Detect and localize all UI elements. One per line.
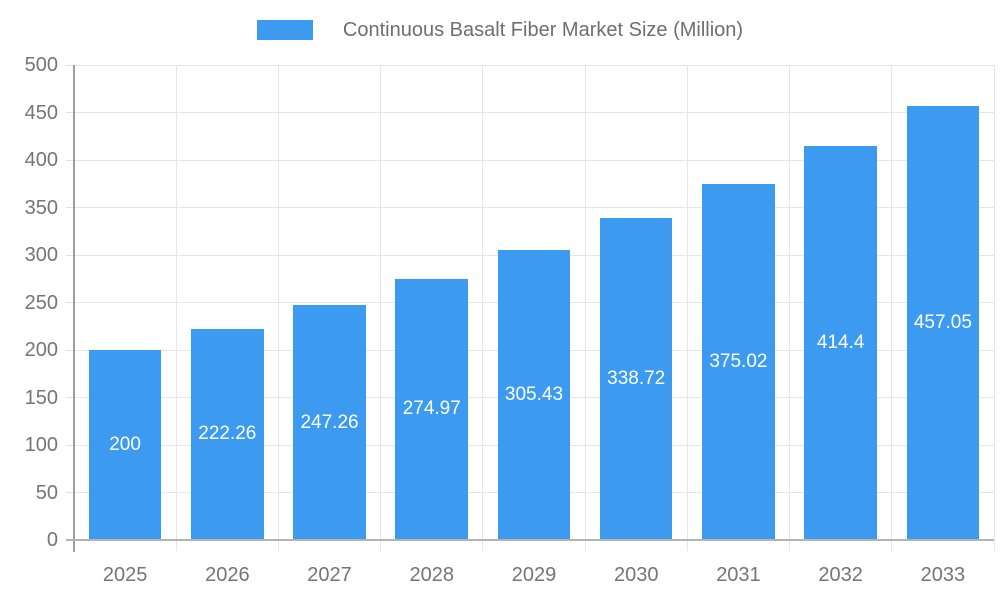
y-axis-tick bbox=[66, 64, 74, 66]
gridline-vertical bbox=[277, 65, 279, 551]
bar: 247.26 bbox=[293, 305, 366, 540]
legend-label: Continuous Basalt Fiber Market Size (Mil… bbox=[342, 19, 744, 41]
x-tick-label: 2030 bbox=[613, 564, 659, 586]
y-axis-tick bbox=[66, 112, 74, 113]
y-tick-label: 350 bbox=[24, 196, 58, 219]
y-tick-label: 400 bbox=[24, 149, 58, 171]
y-axis-tick bbox=[66, 254, 74, 256]
gridline-vertical bbox=[175, 65, 177, 551]
y-tick-label: 50 bbox=[35, 481, 58, 504]
bar-value-label: 305.43 bbox=[504, 383, 564, 405]
x-tick-label: 2029 bbox=[511, 564, 557, 586]
y-tick-label: 100 bbox=[24, 434, 58, 456]
y-tick-label: 450 bbox=[24, 101, 58, 124]
bar: 274.97 bbox=[395, 278, 469, 540]
bar-value-label: 414.4 bbox=[816, 332, 865, 354]
y-tick-label: 300 bbox=[24, 244, 58, 266]
gridline-horizontal bbox=[74, 159, 994, 161]
chart-legend[interactable]: Continuous Basalt Fiber Market Size (Mil… bbox=[0, 20, 1000, 40]
bar: 457.05 bbox=[906, 105, 980, 540]
gridline-horizontal bbox=[74, 112, 994, 113]
x-tick-label: 2028 bbox=[409, 564, 455, 586]
legend-swatch bbox=[256, 20, 313, 40]
y-tick-label: 200 bbox=[24, 339, 58, 361]
y-axis-tick bbox=[66, 397, 74, 398]
gridline-vertical bbox=[584, 65, 586, 551]
gridline-vertical bbox=[891, 65, 893, 551]
gridline-vertical bbox=[482, 65, 484, 551]
bar: 200 bbox=[88, 350, 162, 540]
bar-value-label: 222.26 bbox=[198, 423, 257, 445]
bar: 305.43 bbox=[497, 249, 571, 540]
bar: 222.26 bbox=[191, 328, 264, 540]
bar: 414.4 bbox=[804, 146, 877, 540]
y-axis-tick bbox=[66, 492, 74, 493]
y-axis-tick bbox=[66, 207, 74, 208]
gridline-vertical bbox=[789, 65, 791, 551]
plot-area: 0 50 100 150 200 250 300 350 400 450 500 200 2025 222… bbox=[25, 54, 995, 586]
bar-value-label: 200 bbox=[109, 434, 141, 455]
gridline-horizontal bbox=[74, 64, 994, 66]
x-tick-label: 2032 bbox=[818, 564, 863, 586]
bar-value-label: 457.05 bbox=[913, 311, 972, 333]
bar: 338.72 bbox=[599, 218, 673, 540]
y-axis-tick bbox=[66, 159, 74, 161]
bar-value-label: 338.72 bbox=[607, 368, 666, 390]
y-tick-label: 150 bbox=[24, 386, 58, 409]
y-tick-label: 0 bbox=[46, 529, 58, 551]
gridline-horizontal bbox=[74, 207, 994, 208]
x-tick-label: 2031 bbox=[716, 564, 761, 586]
x-axis-line bbox=[66, 539, 994, 541]
gridline-vertical bbox=[993, 65, 995, 551]
bar-value-label: 247.26 bbox=[300, 411, 359, 433]
gridline-vertical bbox=[686, 65, 688, 551]
y-tick-label: 500 bbox=[24, 54, 58, 76]
bar-value-label: 274.97 bbox=[402, 398, 461, 420]
y-axis-tick bbox=[66, 349, 74, 351]
x-tick-label: 2027 bbox=[307, 564, 352, 586]
x-tick-label: 2026 bbox=[205, 564, 250, 586]
y-axis-line bbox=[73, 65, 75, 552]
bar: 375.02 bbox=[702, 183, 775, 540]
bar-value-label: 375.02 bbox=[709, 350, 768, 372]
y-tick-label: 250 bbox=[24, 291, 58, 314]
y-axis-tick bbox=[66, 302, 74, 303]
y-axis-tick bbox=[66, 444, 74, 446]
x-tick-label: 2025 bbox=[102, 564, 148, 586]
x-tick-label: 2033 bbox=[920, 564, 966, 586]
gridline-vertical bbox=[380, 65, 382, 551]
